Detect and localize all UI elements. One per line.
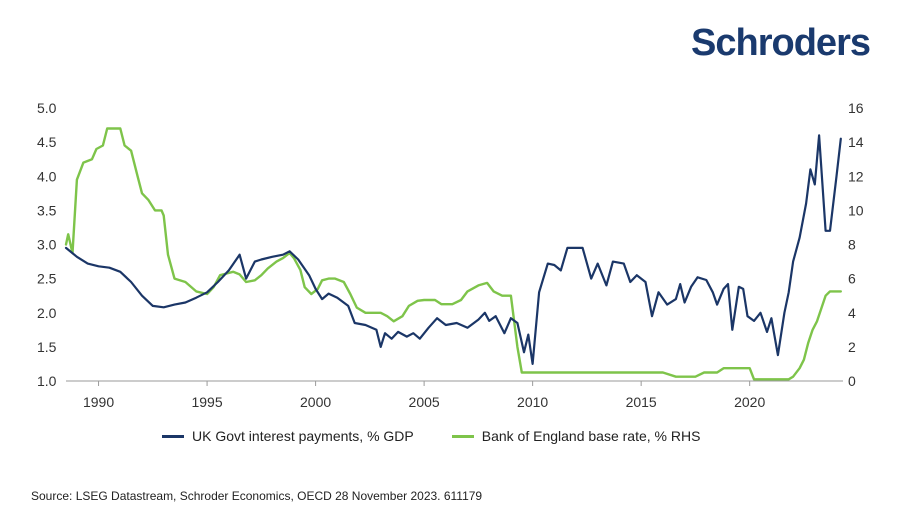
- source-note: Source: LSEG Datastream, Schroder Econom…: [31, 489, 483, 503]
- series-line-interest-payments: [64, 134, 842, 365]
- chart-area: 5.0 4.5 4.0 3.5 3.0 2.5 2.0 1.5 1.0 16 14 12 10 8 6 4 2…: [37, 100, 864, 410]
- series-layer: [64, 127, 842, 381]
- x-tick-label: 2000: [300, 394, 331, 410]
- y-right-tick-label: 4: [848, 305, 856, 321]
- y-left-tick-label: 1.0: [37, 373, 57, 389]
- legend-item-interest-payments: UK Govt interest payments, % GDP: [162, 428, 414, 444]
- y-right-tick-label: 6: [848, 271, 856, 287]
- y-right-tick-label: 12: [848, 168, 864, 184]
- series-line-base-rate: [64, 127, 842, 381]
- x-axis: 1990 1995 2000 2005 2010 2015 2020: [83, 381, 765, 410]
- y-left-tick-label: 3.0: [37, 237, 57, 253]
- y-right-tick-label: 16: [848, 100, 864, 116]
- y-left-tick-label: 2.5: [37, 271, 57, 287]
- y-left-tick-label: 2.0: [37, 305, 57, 321]
- y-axis-left: 5.0 4.5 4.0 3.5 3.0 2.5 2.0 1.5 1.0: [37, 100, 57, 389]
- y-left-tick-label: 4.5: [37, 134, 57, 150]
- x-tick-label: 1990: [83, 394, 114, 410]
- y-left-tick-label: 3.5: [37, 202, 57, 218]
- legend-label-interest-payments: UK Govt interest payments, % GDP: [192, 428, 414, 444]
- x-tick-label: 2015: [626, 394, 657, 410]
- x-tick-label: 2010: [517, 394, 548, 410]
- y-left-tick-label: 4.0: [37, 168, 57, 184]
- y-axis-right: 16 14 12 10 8 6 4 2 0: [848, 100, 864, 389]
- legend-swatch-navy: [162, 434, 184, 438]
- legend-label-base-rate: Bank of England base rate, % RHS: [481, 428, 701, 444]
- y-right-tick-label: 0: [848, 373, 856, 389]
- y-left-tick-label: 1.5: [37, 339, 57, 355]
- y-right-tick-label: 14: [848, 134, 864, 150]
- legend-swatch-green: [451, 434, 474, 438]
- schroders-logo: Schroders: [691, 22, 871, 64]
- x-tick-label: 1995: [191, 394, 222, 410]
- y-right-tick-label: 2: [848, 339, 856, 355]
- y-left-tick-label: 5.0: [37, 100, 57, 116]
- y-right-tick-label: 8: [848, 237, 856, 253]
- x-tick-label: 2020: [734, 394, 765, 410]
- legend-item-base-rate: Bank of England base rate, % RHS: [451, 428, 701, 444]
- x-tick-label: 2005: [409, 394, 440, 410]
- legend: UK Govt interest payments, % GDP Bank of…: [162, 428, 700, 444]
- y-right-tick-label: 10: [848, 202, 864, 218]
